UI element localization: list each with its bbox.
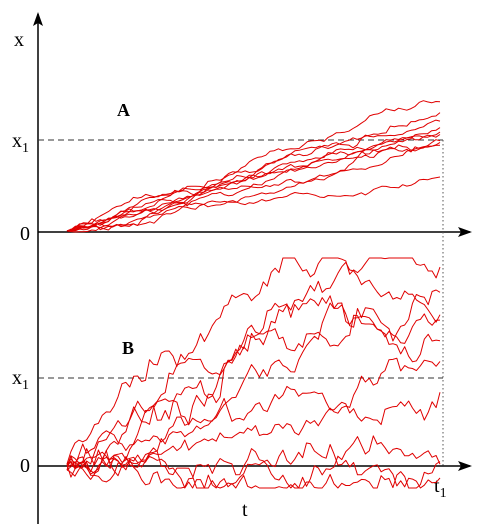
panel-b-path — [66, 261, 441, 480]
panel-b-paths — [66, 257, 441, 489]
panel-a-path — [66, 112, 441, 233]
panel-b-path — [66, 435, 441, 489]
panel-b-path — [66, 447, 441, 489]
panel-a-path — [66, 100, 441, 232]
panel-b-zero-label: 0 — [20, 455, 30, 477]
panel-a-path — [66, 131, 441, 232]
panel-b-path — [66, 257, 441, 465]
panel-b-x1-label: x1 — [12, 367, 29, 393]
x-axis-label: x — [14, 29, 24, 51]
panel-b-path — [66, 314, 441, 468]
panel-b-path — [66, 289, 441, 483]
panel-a-paths — [66, 100, 441, 233]
panel-a-path — [66, 141, 441, 232]
panel-a-x1-label: x1 — [12, 130, 29, 156]
t1-label: t1 — [434, 475, 447, 501]
panel-b-path — [66, 357, 441, 474]
panel-b-label: B — [122, 338, 134, 358]
panel-a-zero-label: 0 — [20, 223, 30, 245]
panel-b-path — [66, 295, 441, 470]
panel-a-path — [66, 144, 441, 232]
panel-a-label: A — [117, 100, 130, 120]
panel-a-path — [66, 176, 441, 232]
panel-a-path — [66, 119, 441, 232]
panel-a-path — [66, 127, 441, 232]
t-axis-label: t — [242, 499, 248, 521]
panel-a-path — [66, 139, 441, 232]
